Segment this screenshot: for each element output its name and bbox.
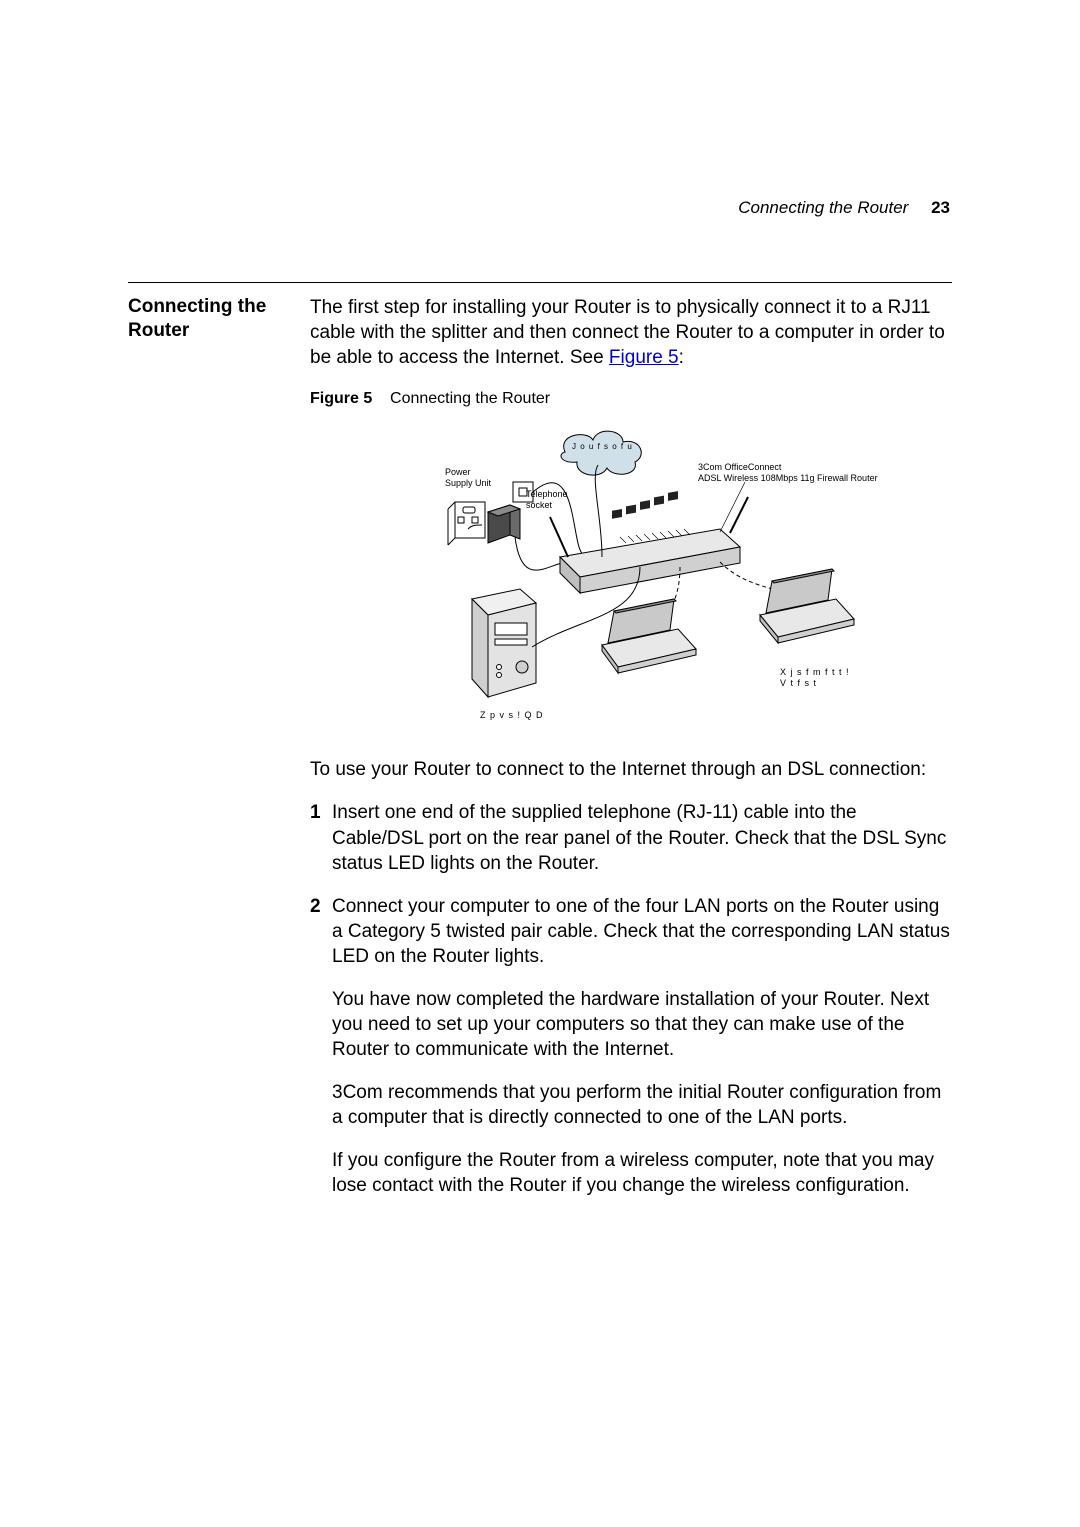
main-content: The first step for installing your Route… (310, 295, 952, 1216)
step-item: Connect your computer to one of the four… (310, 894, 952, 969)
figure-caption-label: Figure 5 (310, 390, 372, 407)
section-heading: Connecting the Router (128, 295, 288, 343)
section-divider (128, 282, 952, 283)
closing-para: You have now completed the hardware inst… (310, 987, 952, 1062)
label-cloud: J o u f s o f u (572, 442, 633, 451)
figure-caption-text: Connecting the Router (390, 390, 550, 407)
figure-diagram: Power Supply Unit Telephone socket J o u… (350, 417, 890, 737)
page-header: Connecting the Router 23 (738, 198, 950, 218)
closing-para: 3Com recommends that you perform the ini… (310, 1080, 952, 1130)
intro-text-b: : (679, 347, 684, 368)
steps-list: Insert one end of the supplied telephone… (310, 800, 952, 968)
header-section-title: Connecting the Router (738, 198, 908, 217)
intro-paragraph: The first step for installing your Route… (310, 295, 952, 370)
label-your-pc: Z p v s ! Q D (480, 710, 544, 720)
para-after-figure: To use your Router to connect to the Int… (310, 757, 952, 782)
label-wireless-users: X j s f m f t t ! V t f s t (780, 667, 850, 688)
figure-caption: Figure 5 Connecting the Router (310, 388, 952, 409)
label-psu: Power Supply Unit (445, 467, 491, 488)
header-page-number: 23 (931, 198, 950, 217)
step-text: Connect your computer to one of the four… (332, 896, 950, 967)
closing-para: If you configure the Router from a wirel… (310, 1148, 952, 1198)
label-tel-socket: Telephone socket (526, 489, 568, 510)
step-item: Insert one end of the supplied telephone… (310, 800, 952, 875)
figure-link[interactable]: Figure 5 (609, 347, 679, 368)
step-text: Insert one end of the supplied telephone… (332, 802, 946, 873)
label-product: 3Com OfficeConnect ADSL Wireless 108Mbps… (698, 462, 878, 483)
